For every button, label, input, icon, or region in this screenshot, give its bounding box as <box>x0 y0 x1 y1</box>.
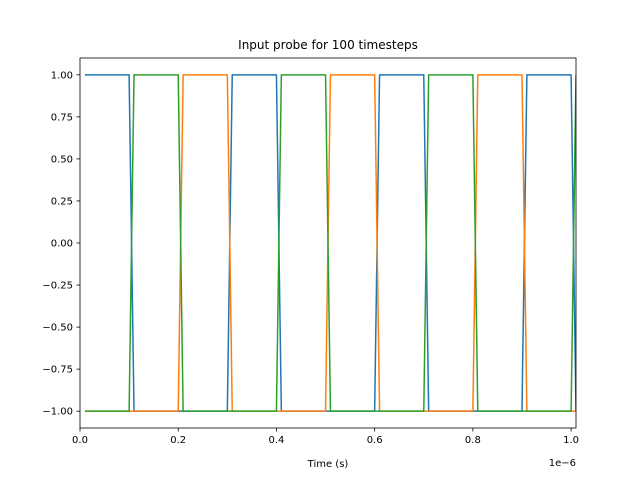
x-tick-label: 0.4 <box>268 435 284 446</box>
x-tick-label: 0.8 <box>465 435 481 446</box>
series-line-2 <box>84 74 576 412</box>
y-tick-label: −0.75 <box>42 365 73 376</box>
x-tick-label: 0.0 <box>72 435 88 446</box>
y-tick-label: 0.00 <box>51 239 73 250</box>
x-tick-label: 1.0 <box>563 435 579 446</box>
y-tick-label: 0.25 <box>51 196 73 207</box>
y-tick-label: 0.50 <box>51 154 73 165</box>
y-tick-label: −1.00 <box>42 407 73 418</box>
chart-title: Input probe for 100 timesteps <box>238 38 418 52</box>
y-tick-label: 1.00 <box>51 70 73 81</box>
x-axis-label: Time (s) <box>307 459 349 470</box>
y-tick-label: −0.50 <box>42 323 73 334</box>
axes-layer: 0.0 0.2 0.4 0.6 0.8 1.0 −1.00 −0.75 −0.50 −0.25 0.… <box>42 57 579 446</box>
series-line-3 <box>84 74 576 412</box>
y-tick-label: −0.25 <box>42 281 73 292</box>
series-layer <box>84 74 576 412</box>
y-tick-label: 0.75 <box>51 112 73 123</box>
x-offset-label: 1e−6 <box>549 458 576 469</box>
x-tick-label: 0.6 <box>367 435 383 446</box>
x-tick-label: 0.2 <box>170 435 186 446</box>
